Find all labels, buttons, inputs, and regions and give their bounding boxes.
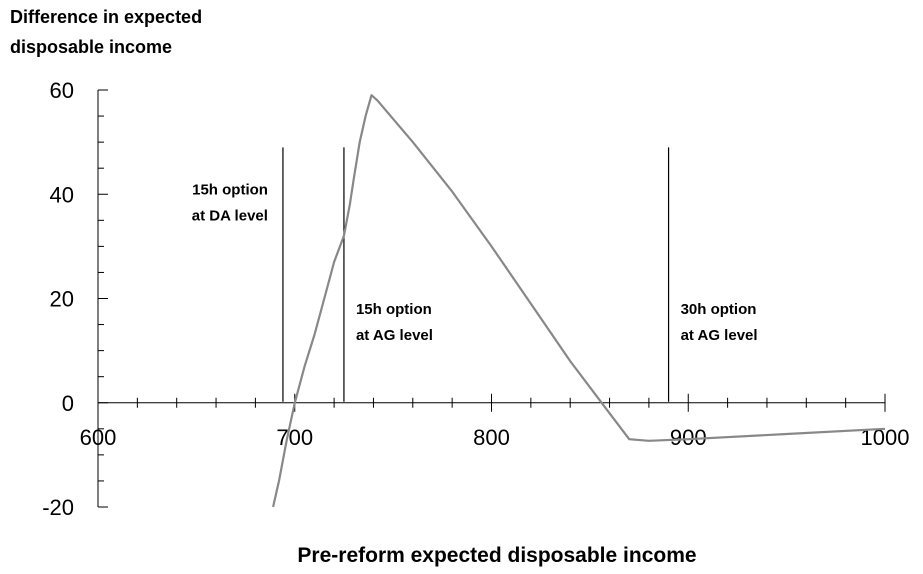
- y-tick-label: 60: [50, 78, 74, 103]
- x-tick-label: 600: [80, 425, 117, 450]
- y-tick-label: 40: [50, 182, 74, 207]
- axes: -20 0 20 40 60 600 700 800 900 1000: [42, 78, 909, 520]
- y-axis-label-line-1: Difference in expected: [10, 7, 202, 27]
- annotation-lines: 15h option at DA level 15h option at AG lev…: [192, 147, 758, 402]
- series-line-1: [272, 94, 886, 508]
- y-axis-label-line-2: disposable income: [10, 37, 172, 57]
- y-tick-label: 20: [50, 287, 74, 312]
- y-tick-label: 0: [62, 391, 74, 416]
- annotation-label-3-line-1: 30h option: [681, 301, 757, 318]
- x-tick-label: 1000: [861, 425, 910, 450]
- x-tick-label: 800: [473, 425, 510, 450]
- x-axis-label: Pre-reform expected disposable income: [297, 544, 696, 567]
- annotation-label-2-line-2: at AG level: [356, 327, 433, 344]
- annotation-label-1-line-1: 15h option: [192, 181, 268, 198]
- y-tick-label: -20: [42, 495, 74, 520]
- series-group: [272, 94, 886, 508]
- annotation-label-1-line-2: at DA level: [192, 207, 268, 224]
- x-tick-label: 700: [276, 425, 313, 450]
- annotation-label-3-line-2: at AG level: [681, 327, 758, 344]
- annotation-label-2-line-1: 15h option: [356, 301, 432, 318]
- x-tick-label: 900: [670, 425, 707, 450]
